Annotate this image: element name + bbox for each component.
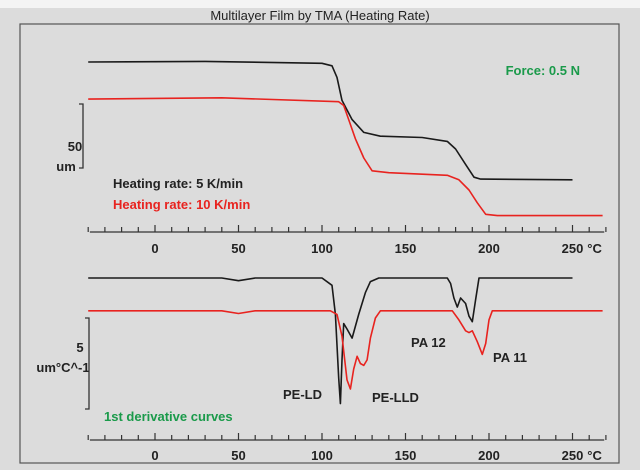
- lower-series-10kmin-line: [88, 310, 603, 390]
- upper-x-tick-label: 150: [395, 241, 417, 256]
- force-annotation: Force: 0.5 N: [506, 63, 580, 78]
- lower-x-tick-label: 250: [562, 448, 584, 463]
- lower-x-tick-label: 50: [231, 448, 245, 463]
- peak-label-pa12: PA 12: [411, 335, 446, 350]
- upper-series-5kmin-line: [88, 60, 573, 181]
- upper-scale-value: 50: [68, 139, 82, 154]
- upper-scale-unit: um: [56, 159, 76, 174]
- top-strip: [0, 0, 640, 8]
- upper-x-tick-label: 100: [311, 241, 333, 256]
- upper-x-tick-label: 0: [151, 241, 158, 256]
- legend-5kmin: Heating rate: 5 K/min: [113, 176, 243, 191]
- upper-x-tick-label: 50: [231, 241, 245, 256]
- peak-label-pe-lld: PE-LLD: [372, 390, 419, 405]
- upper-x-unit: °C: [587, 241, 602, 256]
- upper-scale-bar: [79, 103, 84, 169]
- lower-x-unit: °C: [587, 448, 602, 463]
- lower-x-tick-label: 200: [478, 448, 500, 463]
- lower-x-tick-label: 0: [151, 448, 158, 463]
- lower-x-tick-label: 100: [311, 448, 333, 463]
- chart-title: Multilayer Film by TMA (Heating Rate): [210, 8, 429, 23]
- derivative-annotation: 1st derivative curves: [104, 409, 233, 424]
- upper-x-tick-label: 200: [478, 241, 500, 256]
- legend-10kmin: Heating rate: 10 K/min: [113, 197, 250, 212]
- lower-scale-unit: um°C^-1: [36, 360, 89, 375]
- peak-label-pe-ld: PE-LD: [283, 387, 322, 402]
- lower-scale-bar: [85, 317, 90, 410]
- lower-scale-value: 5: [76, 340, 83, 355]
- upper-series-10kmin-line: [88, 97, 603, 217]
- peak-label-pa11: PA 11: [493, 350, 527, 365]
- upper-x-tick-label: 250: [562, 241, 584, 256]
- plot-frame: [19, 23, 620, 464]
- lower-x-tick-label: 150: [395, 448, 417, 463]
- lower-series-5kmin-line: [88, 277, 573, 405]
